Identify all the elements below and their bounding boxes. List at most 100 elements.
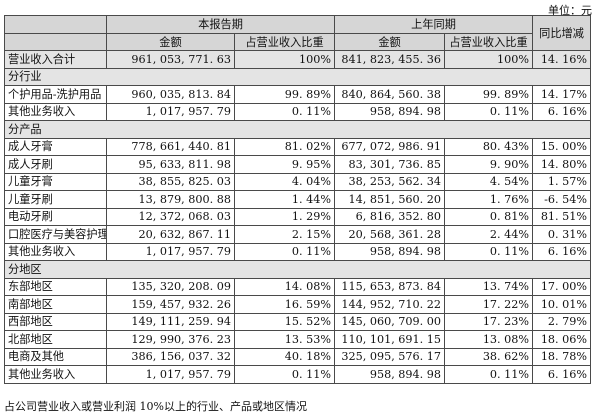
yoy-change: 14. 16% [532,50,592,69]
prior-share: 0. 81% [444,207,534,226]
row-label: 儿童牙膏 [4,172,107,191]
row-label: 西部地区 [4,312,107,331]
prior-amount: 841, 823, 455. 36 [334,50,446,69]
current-share: 81. 02% [233,137,336,156]
yoy-change: 14. 17% [532,85,592,104]
current-amount: 13, 879, 800. 88 [106,190,235,209]
yoy-change: 0. 31% [532,225,592,244]
current-amount: 38, 855, 825. 03 [106,172,235,191]
current-amount: 129, 990, 376. 23 [106,330,235,349]
current-share: 99. 89% [233,85,336,104]
table-row: 儿童牙刷 13, 879, 800. 88 1. 44% 14, 851, 560. … [4,190,592,209]
total-row: 营业收入合计 961, 053, 771. 63 100% 841, 823, … [4,50,592,69]
table-body: 营业收入合计 961, 053, 771. 63 100% 841, 823, … [3,50,592,384]
prior-share: 9. 90% [444,155,534,174]
header-prior-amount: 金额 [334,33,446,51]
yoy-change: 18. 06% [532,330,592,349]
footnote: 占公司营业收入或营业利润 10%以上的行业、产品或地区情况 [4,400,307,413]
section-header-row: 分产品 [3,120,592,139]
prior-amount: 6, 816, 352. 80 [334,207,446,226]
current-amount: 135, 320, 208. 09 [106,277,235,296]
prior-amount: 325, 095, 576. 17 [334,347,446,366]
table-row: 南部地区 159, 457, 932. 26 16. 59% 144, 952, 71… [4,295,592,314]
prior-amount: 144, 952, 710. 22 [334,295,446,314]
row-label: 电商及其他 [4,347,107,366]
yoy-change: 6. 16% [532,365,592,384]
header-current-share: 占营业收入比重 [233,33,336,51]
current-amount: 20, 632, 867. 11 [106,225,235,244]
header-blank [4,15,107,34]
table-row: 其他业务收入 1, 017, 957. 79 0. 11% 958, 894. 98 0… [4,242,592,261]
yoy-change: 6. 16% [532,242,592,261]
header-row-periods: 本报告期 上年同期 同比增减 [4,15,592,51]
prior-amount: 83, 301, 736. 85 [334,155,446,174]
prior-share: 13. 74% [444,277,534,296]
yoy-change: 18. 78% [532,347,592,366]
prior-amount: 145, 060, 709. 00 [334,312,446,331]
yoy-change: 2. 79% [532,312,592,331]
row-label: 电动牙刷 [4,207,107,226]
prior-amount: 840, 864, 560. 38 [334,85,446,104]
prior-share: 4. 54% [444,172,534,191]
prior-share: 0. 11% [444,365,534,384]
row-label: 东部地区 [4,277,107,296]
current-share: 15. 52% [233,312,336,331]
current-amount: 1, 017, 957. 79 [106,102,235,121]
prior-share: 100% [444,50,534,69]
current-share: 0. 11% [233,365,336,384]
section-title: 分产品 [3,120,592,139]
current-amount: 1, 017, 957. 79 [106,242,235,261]
prior-amount: 958, 894. 98 [334,242,446,261]
prior-share: 17. 22% [444,295,534,314]
row-label: 其他业务收入 [4,102,107,121]
table-row: 儿童牙膏 38, 855, 825. 03 4. 04% 38, 253, 562. … [4,172,592,191]
prior-share: 17. 23% [444,312,534,331]
table-row: 成人牙膏 778, 661, 440. 81 81. 02% 677, 072, 98… [4,137,592,156]
table-row: 电商及其他 386, 156, 037. 32 40. 18% 325, 095, 5… [4,347,592,366]
header-row-columns: 金额 占营业收入比重 金额 占营业收入比重 [4,33,591,51]
header-prior-share: 占营业收入比重 [444,33,534,51]
section-header-row: 分行业 [3,67,592,86]
row-label: 南部地区 [4,295,107,314]
revenue-breakdown-table: 本报告期 上年同期 同比增减 金额 占营业收入比重 金额 占营业收入比重 营业收… [3,15,592,384]
current-share: 0. 11% [233,242,336,261]
current-amount: 95, 633, 811. 98 [106,155,235,174]
row-label: 其他业务收入 [4,365,107,384]
current-share: 40. 18% [233,347,336,366]
section-title: 分行业 [3,67,592,86]
prior-amount: 20, 568, 361. 28 [334,225,446,244]
yoy-change: 15. 00% [532,137,592,156]
header-current-period: 本报告期 [105,15,336,34]
table-row: 成人牙刷 95, 633, 811. 98 9. 95% 83, 301, 736. … [4,155,592,174]
prior-amount: 677, 072, 986. 91 [334,137,446,156]
row-label: 其他业务收入 [4,242,107,261]
current-share: 16. 59% [233,295,336,314]
table-row: 口腔医疗与美容护理产品等20, 632, 867. 112. 15%20, 56… [4,225,592,244]
current-share: 1. 44% [233,190,336,209]
current-amount: 386, 156, 037. 32 [106,347,235,366]
unit-label: 单位：元 [548,4,592,17]
table-row: 其他业务收入 1, 017, 957. 79 0. 11% 958, 894. 98 0… [4,365,592,384]
table-row: 北部地区 129, 990, 376. 23 13. 53% 110, 101, 69… [4,330,592,349]
current-amount: 1, 017, 957. 79 [106,365,235,384]
current-amount: 960, 035, 813. 84 [106,85,235,104]
current-share: 14. 08% [233,277,336,296]
prior-amount: 110, 101, 691. 15 [334,330,446,349]
yoy-change: 1. 57% [532,172,592,191]
current-share: 13. 53% [233,330,336,349]
section-title: 分地区 [3,260,592,279]
yoy-change: 6. 16% [532,102,592,121]
row-label: 营业收入合计 [4,50,107,69]
current-share: 1. 29% [233,207,336,226]
yoy-change: 10. 01% [532,295,592,314]
row-label: 成人牙膏 [4,137,107,156]
row-label: 北部地区 [4,330,107,349]
current-share: 100% [233,50,336,69]
prior-share: 0. 11% [444,102,534,121]
prior-share: 13. 08% [444,330,534,349]
header-yoy-change: 同比增减 [532,15,592,51]
prior-share: 1. 76% [444,190,534,209]
prior-share: 80. 43% [444,137,534,156]
current-amount: 961, 053, 771. 63 [106,50,235,69]
current-amount: 12, 372, 068. 03 [106,207,235,226]
